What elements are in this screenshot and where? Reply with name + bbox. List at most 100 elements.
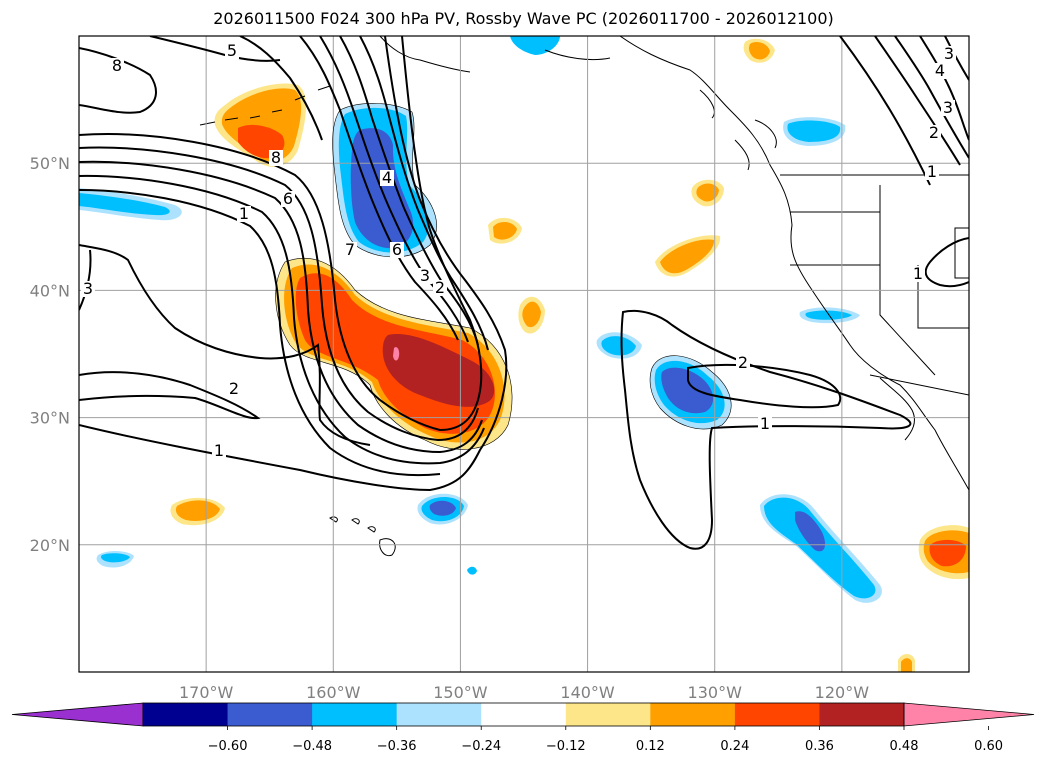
colorbar-tick-label: −0.48 bbox=[292, 739, 332, 754]
latitude-labels: 20°N 30°N 40°N 50°N bbox=[30, 154, 70, 555]
pv-contour-2-left bbox=[79, 371, 261, 420]
colorbar-tick-label: 0.24 bbox=[720, 739, 749, 754]
positive-anomaly-peak bbox=[382, 334, 495, 407]
map-title: 2026011500 F024 300 hPa PV, Rossby Wave … bbox=[213, 9, 834, 28]
contour-label: 3 bbox=[943, 98, 953, 117]
contour-label: 3 bbox=[420, 266, 430, 285]
contour-label-bg bbox=[225, 43, 239, 59]
anomaly-outlines bbox=[275, 103, 732, 450]
colorbar-segment bbox=[227, 703, 313, 726]
pv-contour-ridge-c bbox=[339, 36, 479, 346]
contour-label-bg bbox=[390, 242, 404, 258]
colorbar-tick-label: −0.60 bbox=[208, 739, 248, 754]
colorbar-segment bbox=[565, 703, 651, 726]
colorbar-extend-max bbox=[903, 702, 1035, 727]
state-border-mex bbox=[869, 374, 969, 396]
contour-label-bg bbox=[227, 381, 241, 397]
latitude-label: 30°N bbox=[30, 409, 70, 428]
bc-islands bbox=[699, 89, 777, 171]
colorbar-tick-label: −0.24 bbox=[461, 739, 501, 754]
negative-anomaly-small-1-core bbox=[601, 336, 636, 356]
map-frame bbox=[78, 35, 970, 673]
contour-label: 2 bbox=[435, 278, 445, 297]
pv-contour-tr-b bbox=[894, 36, 969, 159]
contour-label-bg bbox=[933, 63, 947, 79]
negative-anomaly-se-streak-core bbox=[795, 511, 826, 552]
pv-contour-trough-e bbox=[79, 189, 441, 477]
positive-anomaly-small-6-core bbox=[175, 500, 220, 521]
positive-anomaly-small-3-core bbox=[660, 239, 715, 274]
outline-negative-n bbox=[332, 103, 437, 258]
contour-label-bg bbox=[81, 281, 95, 297]
negative-anomaly-west bbox=[79, 193, 170, 216]
contour-label: 6 bbox=[392, 240, 402, 259]
pv-contour-right-edge bbox=[924, 237, 969, 288]
pv-contour-1-outer bbox=[79, 36, 508, 492]
positive-anomaly-bottom-core bbox=[901, 658, 912, 672]
colorbar-tick-label: 0.12 bbox=[636, 739, 665, 754]
contour-label: 2 bbox=[229, 379, 239, 398]
longitude-label: 120°W bbox=[815, 683, 870, 702]
contour-label: 3 bbox=[944, 44, 954, 63]
contour-label: 7 bbox=[345, 240, 355, 259]
contour-label-bg bbox=[380, 170, 394, 186]
longitude-label: 160°W bbox=[306, 683, 361, 702]
colorbar-segment bbox=[819, 703, 905, 726]
colorbar-tick-label: −0.12 bbox=[546, 739, 586, 754]
state-border-nv-az bbox=[917, 265, 969, 329]
contour-label-bg bbox=[433, 280, 447, 296]
latitude-label: 20°N bbox=[30, 536, 70, 555]
contour-label: 2 bbox=[738, 353, 748, 372]
positive-anomaly-small-5-core bbox=[749, 42, 770, 60]
longitude-label: 130°W bbox=[688, 683, 743, 702]
positive-anomaly-small-4-core bbox=[696, 183, 719, 202]
contour-label-bg bbox=[110, 58, 124, 74]
pv-contour-2-right bbox=[687, 363, 842, 409]
positive-anomaly-nw-core bbox=[238, 124, 285, 159]
contour-label: 6 bbox=[283, 189, 293, 208]
colorbar-extend-min bbox=[11, 702, 144, 727]
pv-contour-trough-a bbox=[79, 36, 483, 432]
negative-anomaly-small-2-core bbox=[787, 120, 841, 142]
outline-positive-main bbox=[275, 258, 513, 450]
contour-label-bg bbox=[212, 443, 226, 459]
pv-contour-trough-d bbox=[79, 174, 485, 465]
contour-label: 2 bbox=[929, 123, 939, 142]
contour-label: 1 bbox=[214, 441, 224, 460]
contour-label-bg bbox=[925, 164, 939, 180]
colorbar-segment bbox=[734, 703, 820, 726]
contour-label: 1 bbox=[760, 414, 770, 433]
negative-anomaly-mid-core bbox=[661, 367, 714, 414]
pv-contour-ridge-e bbox=[239, 36, 323, 141]
negative-anomaly-tiny bbox=[467, 566, 477, 575]
longitude-label: 140°W bbox=[560, 683, 615, 702]
positive-anomaly-small-2-core bbox=[522, 301, 541, 328]
contour-label-bg bbox=[941, 100, 955, 116]
colorbar-segment bbox=[396, 703, 482, 726]
negative-anomaly-far-west-core bbox=[101, 553, 130, 563]
colorbar-tick-label: 0.48 bbox=[890, 739, 919, 754]
contour-label: 5 bbox=[227, 41, 237, 60]
state-border-misc bbox=[954, 227, 969, 279]
pv-contour-tr-d bbox=[944, 36, 969, 81]
contour-label-bg bbox=[942, 46, 956, 62]
contour-label-bg bbox=[927, 125, 941, 141]
contour-label: 8 bbox=[112, 56, 122, 75]
contour-label: 3 bbox=[83, 279, 93, 298]
pv-contour-ridge-a bbox=[299, 36, 459, 341]
negative-anomaly-top bbox=[510, 36, 560, 55]
latitude-label: 40°N bbox=[30, 281, 70, 300]
contour-label: 4 bbox=[382, 168, 392, 187]
colorbar-segment bbox=[650, 703, 736, 726]
contour-label: 4 bbox=[935, 61, 945, 80]
pv-contour-8-top bbox=[79, 47, 157, 114]
colorbar: −0.60 −0.48 −0.36 −0.24 −0.12 0.12 0.24 0.36 0.4… bbox=[11, 702, 1035, 754]
baja-california bbox=[879, 377, 915, 441]
colorbar-frame bbox=[142, 702, 905, 727]
pv-contour-tr-a bbox=[874, 36, 961, 166]
colorbar-tick-label: −0.36 bbox=[377, 739, 417, 754]
contour-label: 1 bbox=[913, 264, 923, 283]
contour-label: 1 bbox=[927, 162, 937, 181]
